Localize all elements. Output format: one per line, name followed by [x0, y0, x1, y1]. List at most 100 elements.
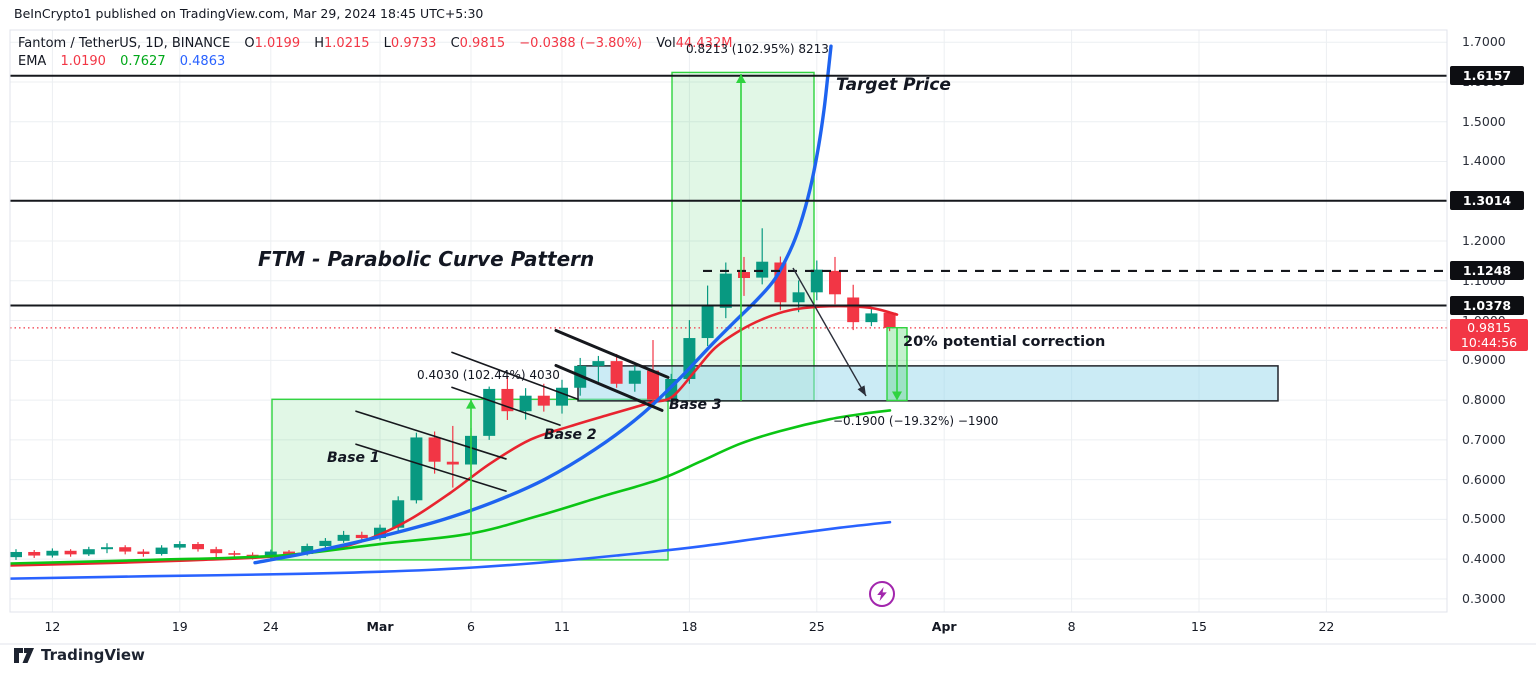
- flag-trendline[interactable]: [451, 386, 561, 426]
- high-value: 1.0215: [324, 36, 370, 51]
- price-tick-0.7000: 0.7000: [1462, 431, 1506, 447]
- candle[interactable]: [173, 541, 186, 550]
- candle[interactable]: [647, 340, 659, 406]
- candle[interactable]: [537, 383, 550, 412]
- measure-correction-arrowhead: [892, 391, 902, 401]
- candle[interactable]: [628, 365, 641, 392]
- candle[interactable]: [756, 228, 769, 285]
- candle-body: [683, 338, 696, 380]
- candle[interactable]: [155, 545, 168, 556]
- ema-line-ema-slow[interactable]: [10, 520, 892, 580]
- candle-body: [847, 297, 860, 323]
- candle[interactable]: [683, 320, 696, 384]
- flag-trendline[interactable]: [355, 443, 507, 492]
- parabolic-curve[interactable]: [253, 44, 833, 565]
- ema-line-ema-mid[interactable]: [10, 409, 892, 565]
- candle[interactable]: [610, 353, 623, 388]
- price-axis[interactable]: 1.70001.60001.50001.40001.30001.20001.10…: [1447, 30, 1536, 612]
- candle-body: [610, 361, 623, 384]
- flag-trendline[interactable]: [554, 363, 664, 412]
- candle-body: [64, 550, 77, 555]
- current-price-badge: 0.9815 10:44:56: [1450, 318, 1528, 351]
- candle[interactable]: [10, 549, 22, 560]
- candle-body: [228, 553, 241, 555]
- annotation-measure-correction-label[interactable]: −0.1900 (−19.32%) −1900: [833, 414, 999, 428]
- time-tick-8: 8: [1067, 619, 1076, 634]
- annotation-target-price[interactable]: Target Price: [836, 75, 951, 95]
- annotation-base-3[interactable]: Base 3: [669, 397, 722, 413]
- watermark-text: TradingView: [41, 646, 145, 664]
- price-tick-0.8000: 0.8000: [1462, 392, 1506, 408]
- ema-slow-value: 0.4863: [179, 54, 226, 69]
- region-breakout-projection-zone[interactable]: [671, 71, 815, 402]
- annotation-base-1[interactable]: Base 1: [327, 450, 380, 466]
- ema-fast-value: 1.0190: [60, 54, 106, 69]
- candle[interactable]: [101, 543, 113, 554]
- candle[interactable]: [319, 538, 332, 549]
- candle-body: [537, 395, 550, 406]
- symbol-row: Fantom / TetherUS, 1D, BINANCE O1.0199 H…: [18, 35, 742, 53]
- flag-trendline[interactable]: [451, 351, 579, 401]
- measure-base1-arrowhead: [466, 399, 476, 409]
- candle[interactable]: [592, 355, 605, 382]
- candle[interactable]: [64, 549, 77, 557]
- chart-legend: Fantom / TetherUS, 1D, BINANCE O1.0199 H…: [18, 35, 742, 71]
- candle-body: [810, 269, 823, 293]
- candle[interactable]: [829, 256, 841, 305]
- flag-trendline[interactable]: [554, 328, 670, 379]
- time-tick-19: 19: [171, 619, 188, 634]
- candle[interactable]: [519, 388, 532, 420]
- candle[interactable]: [337, 530, 350, 543]
- close-label: C: [450, 36, 460, 51]
- candle[interactable]: [738, 256, 750, 296]
- candle[interactable]: [28, 549, 41, 558]
- candle[interactable]: [137, 549, 150, 557]
- candle[interactable]: [428, 431, 441, 474]
- lightning-icon: [877, 587, 887, 601]
- candle-body: [428, 437, 441, 462]
- flag-trendline[interactable]: [355, 410, 507, 460]
- current-price-value: 0.9815: [1467, 319, 1511, 335]
- candle[interactable]: [810, 260, 823, 301]
- countdown-timer: 10:44:56: [1460, 334, 1518, 350]
- candle-body: [647, 370, 659, 400]
- candle[interactable]: [210, 546, 223, 558]
- candle[interactable]: [865, 308, 878, 327]
- candle-body: [301, 546, 314, 554]
- annotation-measure-base1-label[interactable]: 0.4030 (102.44%) 4030: [417, 368, 560, 382]
- time-axis[interactable]: 12 19 24 Mar 6 11 18 25 Apr 8 15 22: [0, 612, 1447, 642]
- candle[interactable]: [192, 542, 204, 552]
- annotation-correction-note[interactable]: 20% potential correction: [903, 334, 1106, 350]
- symbol-title: Fantom / TetherUS, 1D, BINANCE: [18, 36, 231, 51]
- candle[interactable]: [446, 425, 459, 488]
- candle-body: [283, 551, 295, 554]
- candle[interactable]: [701, 285, 714, 346]
- candle-body: [628, 370, 641, 384]
- candle-body: [738, 272, 750, 279]
- time-tick-12: 12: [44, 619, 61, 634]
- candle-body: [410, 437, 423, 501]
- candle[interactable]: [792, 280, 805, 313]
- candle[interactable]: [46, 548, 59, 558]
- annotation-title[interactable]: FTM - Parabolic Curve Pattern: [258, 247, 595, 271]
- high-label: H: [314, 36, 325, 51]
- time-tick-11: 11: [554, 619, 570, 634]
- correction-arrow-line[interactable]: [792, 267, 867, 397]
- rect-correction-target-zone[interactable]: [577, 365, 1279, 402]
- candle-body: [319, 540, 332, 547]
- candle-body: [210, 549, 223, 554]
- annotation-base-2[interactable]: Base 2: [544, 427, 597, 443]
- price-tick-0.4000: 0.4000: [1462, 551, 1506, 567]
- candle[interactable]: [483, 386, 496, 440]
- candle-body: [883, 312, 896, 328]
- plot-area[interactable]: [10, 30, 1447, 612]
- candle[interactable]: [410, 432, 423, 504]
- go-to-realtime-button[interactable]: [869, 581, 895, 607]
- candle[interactable]: [82, 546, 95, 556]
- annotation-measure-breakout-label[interactable]: 0.8213 (102.95%) 8213: [686, 42, 829, 56]
- candle[interactable]: [119, 545, 132, 555]
- candle-body: [519, 395, 532, 412]
- price-level-badge-1.6157: 1.6157: [1450, 65, 1524, 85]
